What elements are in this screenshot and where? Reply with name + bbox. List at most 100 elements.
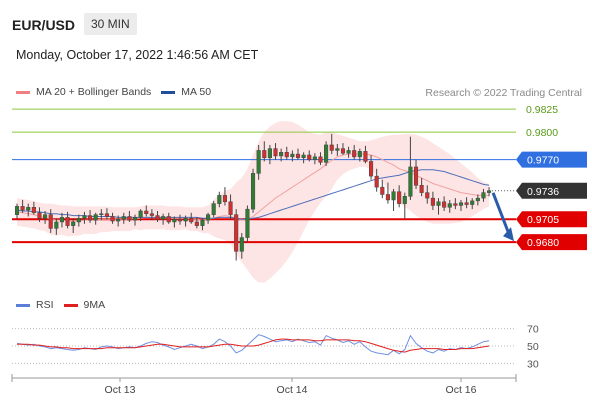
candle-21 — [132, 217, 138, 221]
chart-datetime: Monday, October 17, 2022 1:46:56 AM CET — [16, 48, 259, 62]
candle-33 — [200, 219, 205, 226]
candle-4 — [37, 212, 42, 219]
x-tick-label-1: Oct 14 — [277, 384, 308, 396]
candle-3 — [31, 207, 36, 214]
candle-40 — [239, 237, 244, 252]
rsi-ma-line — [17, 338, 490, 353]
rsi-tick-2: 30 — [527, 358, 539, 370]
level-label-3: 0.9705 — [527, 214, 559, 226]
candle-57 — [335, 148, 340, 151]
candle-61 — [357, 151, 362, 158]
level-label-2: 0.9770 — [527, 155, 559, 167]
candle-10 — [71, 221, 76, 226]
candle-59 — [346, 150, 351, 154]
candle-41 — [245, 208, 250, 238]
candle-9 — [65, 217, 70, 226]
candle-17 — [110, 216, 115, 222]
legend-rsi: RSI 9MA — [16, 299, 105, 311]
candle-62 — [363, 151, 368, 162]
symbol-title: EUR/USD — [12, 17, 76, 33]
candle-11 — [76, 218, 81, 223]
legend-rsi-label: RSI — [36, 299, 54, 311]
level-tag-4 — [516, 234, 587, 251]
projection-arrow-head — [503, 227, 514, 242]
candle-69 — [402, 196, 407, 204]
rsi-tick-1: 50 — [527, 341, 539, 353]
candle-66 — [385, 194, 390, 201]
candle-8 — [59, 217, 65, 223]
last-price-label: 0.9736 — [527, 186, 559, 198]
candle-73 — [425, 192, 430, 199]
candle-83 — [481, 192, 486, 199]
candle-71 — [413, 166, 419, 186]
candle-20 — [127, 216, 132, 221]
candle-76 — [442, 201, 447, 208]
candle-25 — [155, 215, 160, 220]
candle-13 — [88, 215, 93, 221]
candle-37 — [222, 195, 227, 203]
candle-68 — [397, 191, 402, 204]
candle-46 — [273, 148, 278, 157]
candle-39 — [234, 214, 239, 252]
candle-70 — [408, 166, 413, 197]
legend-bollinger-label: MA 20 + Bollinger Bands — [36, 86, 152, 98]
candle-64 — [374, 175, 379, 188]
candle-26 — [161, 216, 166, 220]
candle-34 — [206, 214, 211, 221]
credit-text: Research © 2022 Trading Central — [425, 87, 582, 99]
candle-24 — [149, 213, 154, 216]
candle-50 — [295, 153, 301, 159]
candle-6 — [48, 214, 53, 229]
candle-18 — [116, 218, 121, 222]
candle-81 — [470, 200, 475, 205]
candle-72 — [419, 185, 424, 193]
candle-19 — [121, 216, 126, 220]
candle-16 — [104, 213, 109, 217]
candle-60 — [352, 150, 357, 158]
candle-29 — [177, 218, 183, 222]
legend-rsi-swatch — [16, 303, 30, 307]
rsi-line — [16, 334, 490, 356]
candle-49 — [290, 153, 295, 158]
candle-32 — [194, 221, 199, 226]
level-label-4: 0.9680 — [527, 237, 559, 249]
candle-28 — [172, 218, 177, 223]
candle-54 — [318, 156, 323, 163]
candle-23 — [144, 210, 149, 214]
last-price-tag — [516, 182, 587, 199]
candle-80 — [464, 202, 469, 205]
candle-14 — [93, 214, 98, 221]
candle-52 — [307, 154, 312, 160]
candle-67 — [391, 191, 396, 201]
x-tick-label-2: Oct 16 — [446, 384, 477, 396]
candle-22 — [138, 210, 143, 218]
candle-75 — [436, 201, 441, 206]
candle-44 — [262, 150, 267, 159]
candle-12 — [82, 215, 87, 219]
legend-ma50-swatch — [161, 90, 176, 94]
candle-53 — [312, 156, 317, 160]
candle-79 — [458, 202, 464, 206]
level-label-1: 0.9800 — [526, 127, 558, 139]
candle-36 — [217, 195, 222, 204]
legend-bollinger-swatch — [16, 90, 30, 94]
candle-1 — [20, 206, 25, 211]
chart-header: EUR/USD 30 MIN — [0, 0, 592, 40]
legend-9ma-swatch — [63, 303, 78, 307]
candle-74 — [430, 197, 435, 206]
timeframe-button[interactable]: 30 MIN — [84, 13, 137, 35]
candle-7 — [54, 221, 59, 229]
candle-48 — [284, 152, 289, 158]
legend-ma50-label: MA 50 — [181, 86, 212, 98]
candle-51 — [301, 154, 306, 159]
candle-42 — [250, 173, 256, 210]
candle-63 — [369, 161, 374, 177]
candle-55 — [324, 144, 329, 163]
candle-56 — [329, 144, 334, 151]
candle-31 — [189, 218, 194, 223]
candle-15 — [99, 213, 104, 215]
candle-38 — [228, 201, 233, 215]
candle-30 — [183, 218, 188, 222]
legend-9ma-label: 9MA — [83, 299, 106, 311]
